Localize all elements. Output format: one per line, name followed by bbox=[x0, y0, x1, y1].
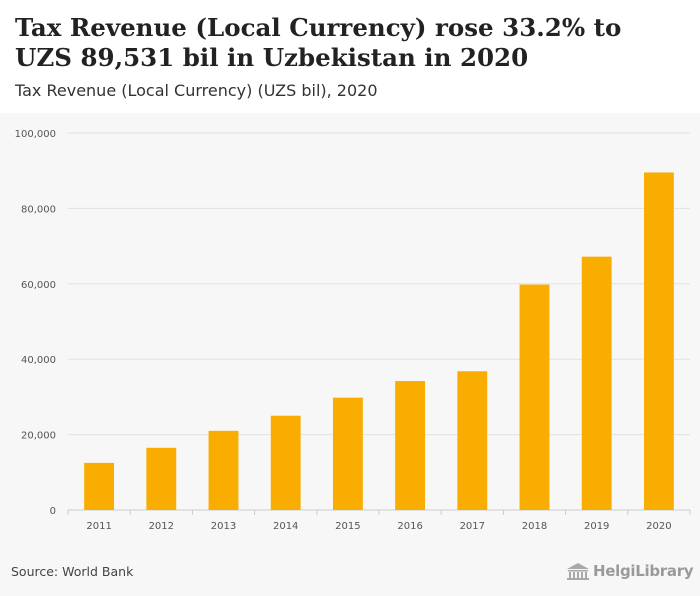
bar bbox=[581, 256, 612, 510]
y-tick-label: 80,000 bbox=[21, 204, 56, 215]
y-tick-label: 40,000 bbox=[21, 355, 56, 366]
header: Tax Revenue (Local Currency) rose 33.2% … bbox=[0, 0, 700, 113]
x-tick-label: 2014 bbox=[273, 521, 298, 532]
bar bbox=[457, 371, 488, 510]
y-tick-label: 20,000 bbox=[21, 431, 56, 442]
bar bbox=[332, 397, 363, 510]
y-tick-label: 60,000 bbox=[21, 280, 56, 291]
bar bbox=[519, 284, 550, 510]
x-tick-label: 2017 bbox=[460, 521, 485, 532]
y-tick-label: 0 bbox=[50, 506, 56, 517]
page-title: Tax Revenue (Local Currency) rose 33.2% … bbox=[15, 13, 622, 72]
chart-subtitle: Tax Revenue (Local Currency) (UZS bil), … bbox=[15, 81, 378, 100]
x-tick-label: 2018 bbox=[522, 521, 547, 532]
bar bbox=[146, 447, 177, 510]
x-tick-label: 2013 bbox=[211, 521, 236, 532]
y-tick-label: 100,000 bbox=[15, 129, 56, 140]
brand-logo: HelgiLibrary bbox=[566, 562, 694, 580]
x-tick-label: 2011 bbox=[86, 521, 111, 532]
x-tick-label: 2015 bbox=[335, 521, 360, 532]
x-tick-label: 2016 bbox=[397, 521, 422, 532]
building-icon bbox=[567, 563, 589, 580]
bar bbox=[208, 430, 239, 510]
x-tick-label: 2020 bbox=[646, 521, 671, 532]
bar-chart: 0 20,000 40,000 60,000 80,000 100,000 2011 2012… bbox=[15, 129, 691, 532]
bar bbox=[84, 462, 115, 510]
bar bbox=[270, 415, 301, 510]
x-tick-label: 2019 bbox=[584, 521, 609, 532]
x-tick-label: 2012 bbox=[149, 521, 174, 532]
bar bbox=[643, 172, 674, 510]
source-note: Source: World Bank bbox=[11, 564, 134, 579]
bar bbox=[395, 381, 426, 510]
brand-name: HelgiLibrary bbox=[593, 562, 694, 580]
